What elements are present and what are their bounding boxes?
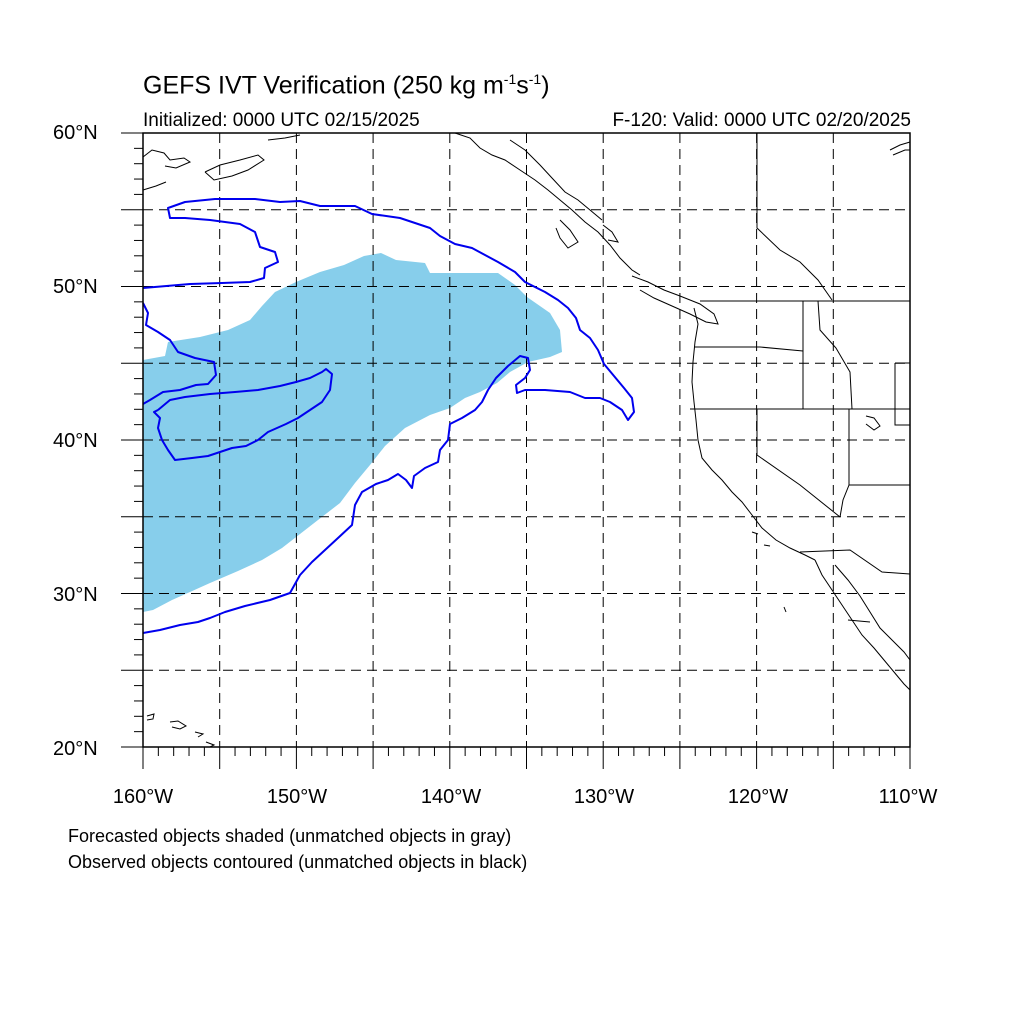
valid-time-label: F-120: Valid: 0000 UTC 02/20/2025 [612, 110, 911, 131]
lat-label-50n: 50°N [53, 276, 98, 298]
coastline [454, 132, 641, 276]
coastline [555, 219, 579, 249]
political-boundary [847, 619, 871, 623]
political-boundary [894, 363, 910, 426]
lon-label-150w: 150°W [266, 786, 328, 808]
observed-contour-main [142, 198, 635, 634]
coastline [783, 606, 787, 613]
coastline [146, 713, 155, 721]
political-boundary [817, 300, 853, 410]
lat-label-40n: 40°N [53, 430, 98, 452]
forecast-objects-shaded [143, 253, 562, 612]
forecast-object-matched [143, 253, 562, 612]
coastline [602, 224, 620, 243]
political-boundary [756, 409, 841, 518]
coastline [814, 559, 911, 691]
coastline-map [142, 132, 911, 748]
lon-label-130w: 130°W [573, 786, 635, 808]
lat-label-20n: 20°N [53, 738, 98, 760]
lon-label-110w: 110°W [878, 786, 938, 808]
coastline [892, 149, 910, 156]
coastline [631, 275, 719, 325]
coastline [763, 544, 771, 547]
legend-forecast-note: Forecasted objects shaded (unmatched obj… [68, 826, 512, 846]
coastline [751, 531, 759, 535]
observed-objects-contoured [142, 198, 635, 634]
init-time-label: Initialized: 0000 UTC 02/15/2025 [143, 110, 420, 131]
figure-title: GEFS IVT Verification (250 kg m-1s-1) [143, 71, 550, 100]
coastline [142, 181, 167, 191]
lat-label-30n: 30°N [53, 584, 98, 606]
coastline [169, 720, 188, 730]
political-boundary [756, 133, 833, 301]
coastline [509, 139, 603, 221]
observed-contour-edge [142, 302, 217, 405]
lon-label-140w: 140°W [420, 786, 482, 808]
coastline [834, 564, 911, 661]
political-boundary [839, 409, 850, 518]
legend-observed-note: Observed objects contoured (unmatched ob… [68, 852, 528, 872]
observed-contour-inner [153, 368, 333, 461]
coastline [142, 149, 192, 169]
lat-label-60n: 60°N [53, 122, 98, 144]
coastline [865, 415, 881, 431]
coastline [194, 731, 205, 738]
coastline [691, 307, 816, 561]
political-boundary [799, 549, 911, 575]
lon-label-160w: 160°W [112, 786, 174, 808]
lon-label-120w: 120°W [727, 786, 789, 808]
map-frame [121, 132, 911, 769]
coastline [267, 134, 301, 141]
coastline [204, 154, 265, 181]
political-boundary [694, 346, 804, 352]
coastline [889, 141, 911, 151]
